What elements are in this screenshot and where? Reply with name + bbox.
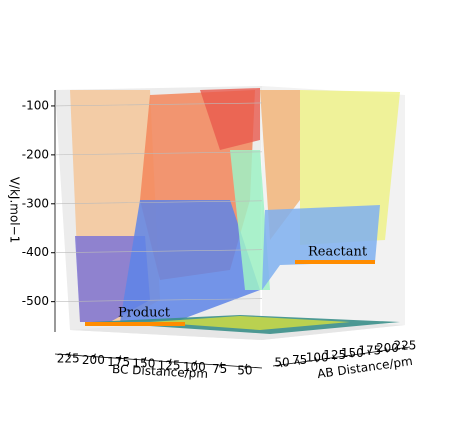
- grid-line: [54, 102, 263, 107]
- y-tick-label: 125: [323, 348, 346, 362]
- x-tick: [219, 362, 223, 368]
- z-tick-label: -400: [22, 245, 49, 259]
- z-tick-label: -200: [22, 147, 49, 161]
- surface-floor: [150, 316, 350, 330]
- y-tick: [402, 344, 406, 351]
- x-tick-label: 200: [82, 353, 105, 367]
- x-tick: [143, 356, 147, 363]
- x-tick: [244, 363, 248, 370]
- x-tick-label: 225: [57, 352, 80, 366]
- z-tick-label: -300: [22, 196, 49, 210]
- y-tick: [279, 361, 283, 368]
- x-axis-label: BC Distance/pm: [112, 362, 209, 381]
- z-axis-label: V/kJ.mol−1: [8, 177, 22, 244]
- x-tick-label: 150: [132, 357, 155, 371]
- x-tick: [118, 355, 122, 361]
- annotation: Reactant: [308, 245, 368, 260]
- x-axis: [54, 353, 263, 369]
- y-tick-label: 150: [341, 346, 364, 360]
- y-tick: [332, 354, 336, 360]
- x-tick-label: 75: [212, 362, 227, 376]
- surface-patch: [260, 90, 300, 240]
- z-tick-label: -100: [22, 98, 49, 112]
- annotation: Product: [118, 306, 171, 321]
- y-tick-label: 50: [274, 356, 289, 370]
- x-tick-label: 50: [237, 363, 252, 377]
- y-tick-label: 225: [394, 338, 417, 352]
- y-tick-label: 100: [306, 351, 329, 365]
- y-tick-label: 175: [358, 343, 381, 357]
- x-tick-label: 175: [107, 355, 130, 369]
- grid-line: [54, 200, 263, 205]
- y-tick: [367, 349, 371, 356]
- grid-line: [54, 151, 263, 156]
- y-tick-label: 200: [376, 341, 399, 355]
- grid-line: [54, 298, 263, 302]
- x-tick-label: 125: [158, 358, 181, 372]
- x-tick: [92, 353, 96, 359]
- y-tick: [349, 352, 353, 358]
- surface-patch: [120, 200, 260, 322]
- y-tick: [314, 356, 318, 363]
- x-tick: [67, 351, 71, 358]
- y-tick: [297, 359, 301, 365]
- z-tick-label: -500: [22, 294, 49, 308]
- y-tick-label: 75: [292, 353, 307, 367]
- surface-patch: [262, 205, 380, 290]
- x-tick-label: 100: [183, 360, 206, 374]
- y-axis: [272, 346, 411, 367]
- x-tick: [168, 358, 172, 365]
- grid-line: [54, 249, 263, 254]
- surface-patch: [230, 150, 270, 290]
- x-tick: [193, 360, 197, 366]
- y-tick: [384, 347, 388, 353]
